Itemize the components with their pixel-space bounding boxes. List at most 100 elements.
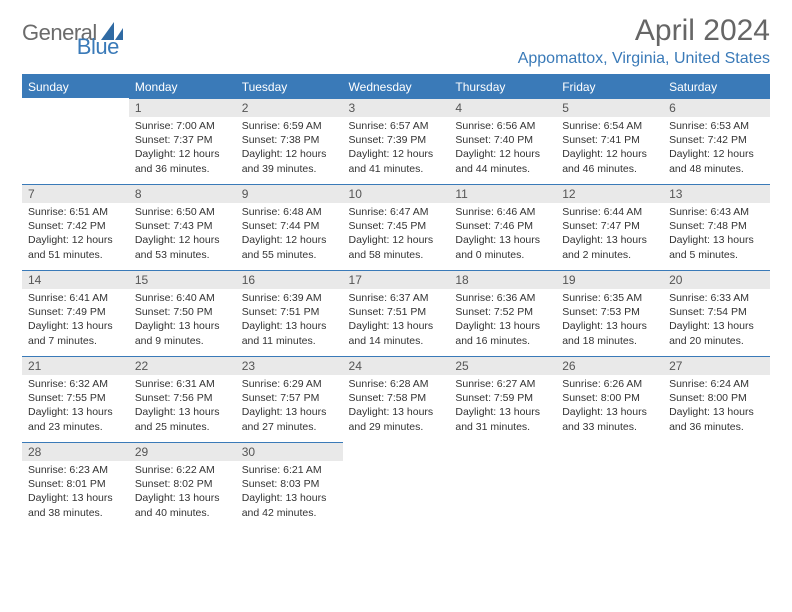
- brand-logo: General Blue: [22, 20, 169, 46]
- day-details: Sunrise: 6:54 AMSunset: 7:41 PMDaylight:…: [556, 117, 663, 180]
- day-daylight: Daylight: 12 hours and 39 minutes.: [242, 147, 337, 175]
- calendar-week-row: 14Sunrise: 6:41 AMSunset: 7:49 PMDayligh…: [22, 270, 770, 356]
- day-details: Sunrise: 6:51 AMSunset: 7:42 PMDaylight:…: [22, 203, 129, 266]
- day-number: 16: [236, 270, 343, 289]
- calendar-day-cell: 11Sunrise: 6:46 AMSunset: 7:46 PMDayligh…: [449, 184, 556, 270]
- month-title: April 2024: [518, 14, 770, 48]
- day-sunset: Sunset: 7:57 PM: [242, 391, 337, 405]
- day-sunset: Sunset: 7:38 PM: [242, 133, 337, 147]
- day-number: 11: [449, 184, 556, 203]
- day-daylight: Daylight: 13 hours and 18 minutes.: [562, 319, 657, 347]
- day-sunset: Sunset: 7:40 PM: [455, 133, 550, 147]
- weekday-header: Friday: [556, 75, 663, 98]
- day-number: 14: [22, 270, 129, 289]
- day-sunset: Sunset: 7:42 PM: [28, 219, 123, 233]
- calendar-week-row: 1Sunrise: 7:00 AMSunset: 7:37 PMDaylight…: [22, 98, 770, 184]
- day-details: Sunrise: 6:28 AMSunset: 7:58 PMDaylight:…: [343, 375, 450, 438]
- day-details: Sunrise: 6:46 AMSunset: 7:46 PMDaylight:…: [449, 203, 556, 266]
- title-block: April 2024 Appomattox, Virginia, United …: [518, 14, 770, 68]
- day-details: Sunrise: 6:43 AMSunset: 7:48 PMDaylight:…: [663, 203, 770, 266]
- day-sunrise: Sunrise: 6:41 AM: [28, 291, 123, 305]
- day-number: 5: [556, 98, 663, 117]
- day-number: 2: [236, 98, 343, 117]
- day-daylight: Daylight: 13 hours and 9 minutes.: [135, 319, 230, 347]
- calendar-day-cell: 17Sunrise: 6:37 AMSunset: 7:51 PMDayligh…: [343, 270, 450, 356]
- day-number: 13: [663, 184, 770, 203]
- day-details: Sunrise: 6:48 AMSunset: 7:44 PMDaylight:…: [236, 203, 343, 266]
- day-details: Sunrise: 6:31 AMSunset: 7:56 PMDaylight:…: [129, 375, 236, 438]
- day-daylight: Daylight: 12 hours and 55 minutes.: [242, 233, 337, 261]
- day-details: Sunrise: 6:40 AMSunset: 7:50 PMDaylight:…: [129, 289, 236, 352]
- day-number: 27: [663, 356, 770, 375]
- calendar-day-cell: 7Sunrise: 6:51 AMSunset: 7:42 PMDaylight…: [22, 184, 129, 270]
- day-daylight: Daylight: 13 hours and 20 minutes.: [669, 319, 764, 347]
- day-sunrise: Sunrise: 6:24 AM: [669, 377, 764, 391]
- day-details: Sunrise: 6:26 AMSunset: 8:00 PMDaylight:…: [556, 375, 663, 438]
- day-details: Sunrise: 6:50 AMSunset: 7:43 PMDaylight:…: [129, 203, 236, 266]
- day-sunrise: Sunrise: 6:22 AM: [135, 463, 230, 477]
- day-details: Sunrise: 6:29 AMSunset: 7:57 PMDaylight:…: [236, 375, 343, 438]
- day-number: 26: [556, 356, 663, 375]
- day-details: Sunrise: 6:47 AMSunset: 7:45 PMDaylight:…: [343, 203, 450, 266]
- day-sunset: Sunset: 7:53 PM: [562, 305, 657, 319]
- calendar-week-row: 28Sunrise: 6:23 AMSunset: 8:01 PMDayligh…: [22, 442, 770, 528]
- calendar-day-cell: 23Sunrise: 6:29 AMSunset: 7:57 PMDayligh…: [236, 356, 343, 442]
- weekday-header: Saturday: [663, 75, 770, 98]
- day-number: 12: [556, 184, 663, 203]
- header-row: General Blue April 2024 Appomattox, Virg…: [22, 14, 770, 68]
- weekday-header-row: Sunday Monday Tuesday Wednesday Thursday…: [22, 75, 770, 98]
- day-sunrise: Sunrise: 6:53 AM: [669, 119, 764, 133]
- day-sunset: Sunset: 8:00 PM: [562, 391, 657, 405]
- calendar-day-cell: 9Sunrise: 6:48 AMSunset: 7:44 PMDaylight…: [236, 184, 343, 270]
- day-sunrise: Sunrise: 6:40 AM: [135, 291, 230, 305]
- day-sunset: Sunset: 7:58 PM: [349, 391, 444, 405]
- day-number: 10: [343, 184, 450, 203]
- day-daylight: Daylight: 13 hours and 33 minutes.: [562, 405, 657, 433]
- day-daylight: Daylight: 13 hours and 42 minutes.: [242, 491, 337, 519]
- day-number: 9: [236, 184, 343, 203]
- day-sunset: Sunset: 7:48 PM: [669, 219, 764, 233]
- day-sunrise: Sunrise: 6:28 AM: [349, 377, 444, 391]
- day-sunrise: Sunrise: 6:36 AM: [455, 291, 550, 305]
- day-details: Sunrise: 6:22 AMSunset: 8:02 PMDaylight:…: [129, 461, 236, 524]
- day-sunset: Sunset: 7:50 PM: [135, 305, 230, 319]
- calendar-day-cell: 15Sunrise: 6:40 AMSunset: 7:50 PMDayligh…: [129, 270, 236, 356]
- calendar-day-cell: 25Sunrise: 6:27 AMSunset: 7:59 PMDayligh…: [449, 356, 556, 442]
- day-sunset: Sunset: 7:46 PM: [455, 219, 550, 233]
- day-sunrise: Sunrise: 6:35 AM: [562, 291, 657, 305]
- day-sunset: Sunset: 7:51 PM: [349, 305, 444, 319]
- day-details: Sunrise: 6:41 AMSunset: 7:49 PMDaylight:…: [22, 289, 129, 352]
- calendar-day-cell: 18Sunrise: 6:36 AMSunset: 7:52 PMDayligh…: [449, 270, 556, 356]
- day-sunset: Sunset: 7:47 PM: [562, 219, 657, 233]
- day-number: 8: [129, 184, 236, 203]
- day-daylight: Daylight: 13 hours and 40 minutes.: [135, 491, 230, 519]
- day-sunset: Sunset: 8:03 PM: [242, 477, 337, 491]
- calendar-day-cell: 21Sunrise: 6:32 AMSunset: 7:55 PMDayligh…: [22, 356, 129, 442]
- day-number: 22: [129, 356, 236, 375]
- day-sunrise: Sunrise: 6:48 AM: [242, 205, 337, 219]
- calendar-day-cell: 14Sunrise: 6:41 AMSunset: 7:49 PMDayligh…: [22, 270, 129, 356]
- day-details: Sunrise: 6:53 AMSunset: 7:42 PMDaylight:…: [663, 117, 770, 180]
- day-sunrise: Sunrise: 6:21 AM: [242, 463, 337, 477]
- calendar-day-cell: 22Sunrise: 6:31 AMSunset: 7:56 PMDayligh…: [129, 356, 236, 442]
- weekday-header: Sunday: [22, 75, 129, 98]
- calendar-day-cell: 27Sunrise: 6:24 AMSunset: 8:00 PMDayligh…: [663, 356, 770, 442]
- day-daylight: Daylight: 13 hours and 11 minutes.: [242, 319, 337, 347]
- day-number: 4: [449, 98, 556, 117]
- day-details: Sunrise: 6:39 AMSunset: 7:51 PMDaylight:…: [236, 289, 343, 352]
- day-number: 15: [129, 270, 236, 289]
- day-sunrise: Sunrise: 6:54 AM: [562, 119, 657, 133]
- weekday-header: Monday: [129, 75, 236, 98]
- day-number: 25: [449, 356, 556, 375]
- day-sunrise: Sunrise: 6:51 AM: [28, 205, 123, 219]
- weekday-header: Thursday: [449, 75, 556, 98]
- calendar-day-cell: [343, 442, 450, 528]
- day-number: 17: [343, 270, 450, 289]
- day-number: 18: [449, 270, 556, 289]
- day-daylight: Daylight: 12 hours and 51 minutes.: [28, 233, 123, 261]
- day-sunset: Sunset: 7:37 PM: [135, 133, 230, 147]
- day-sunrise: Sunrise: 6:44 AM: [562, 205, 657, 219]
- day-sunrise: Sunrise: 6:23 AM: [28, 463, 123, 477]
- day-number: 24: [343, 356, 450, 375]
- day-sunset: Sunset: 7:39 PM: [349, 133, 444, 147]
